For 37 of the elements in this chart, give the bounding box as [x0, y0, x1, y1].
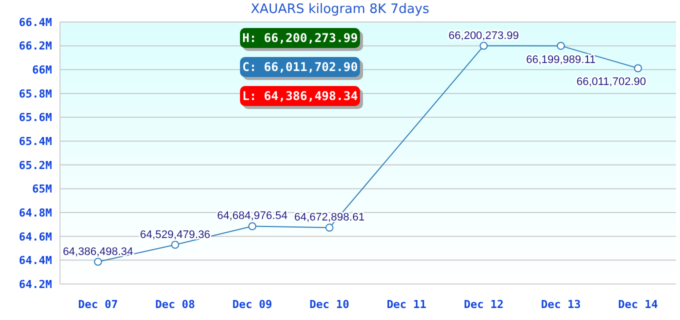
x-tick-label: Dec 07: [78, 298, 118, 311]
y-tick-label: 64.2M: [18, 278, 52, 291]
annotation: L: 64,386,498.34: [240, 86, 360, 106]
x-tick-label: Dec 08: [155, 298, 196, 311]
data-label: 66,011,702.90: [576, 76, 646, 88]
data-label: 64,684,976.54: [217, 210, 288, 222]
point: [325, 224, 334, 232]
data-label: 64,529,479.36: [140, 228, 210, 241]
point: [480, 42, 488, 50]
point: [556, 42, 565, 50]
point: [248, 222, 256, 230]
point: [634, 64, 642, 72]
x-tick-label: Dec 10: [310, 298, 350, 311]
y-tick-label: 65.6M: [18, 111, 52, 124]
data-label: 66,200,273.99: [448, 30, 519, 42]
point: [171, 240, 180, 249]
y-tick-label: 64.4M: [18, 254, 52, 268]
y-tick-label: 64.6M: [18, 230, 52, 244]
chart-title: XAUARS kilogram 8K 7days: [250, 2, 430, 17]
point: [94, 258, 102, 266]
x-tick-label: Dec 14: [618, 298, 658, 311]
annotation: C: 66,011,702.90: [240, 57, 360, 77]
data-label: 66,199,989.11: [526, 54, 596, 66]
y-tick-label: 65.8M: [18, 87, 52, 100]
y-tick-label: 66.4M: [18, 16, 52, 29]
annotation: H: 66,200,273.99: [240, 28, 360, 48]
x-tick-label: Dec 09: [232, 298, 272, 311]
x-tick-label: Dec 12: [464, 298, 504, 311]
y-tick-label: 65.4M: [18, 134, 52, 148]
y-tick-label: 64.8M: [18, 206, 52, 220]
y-tick-label: 65M: [32, 182, 52, 196]
x-tick-label: Dec 13: [540, 298, 581, 311]
x-tick-label: Dec 11: [386, 298, 427, 311]
data-label: 64,386,498.34: [62, 246, 134, 258]
y-tick-label: 65.2M: [18, 158, 52, 172]
y-tick-label: 66.2M: [18, 40, 52, 53]
y-tick-label: 66M: [32, 64, 52, 77]
